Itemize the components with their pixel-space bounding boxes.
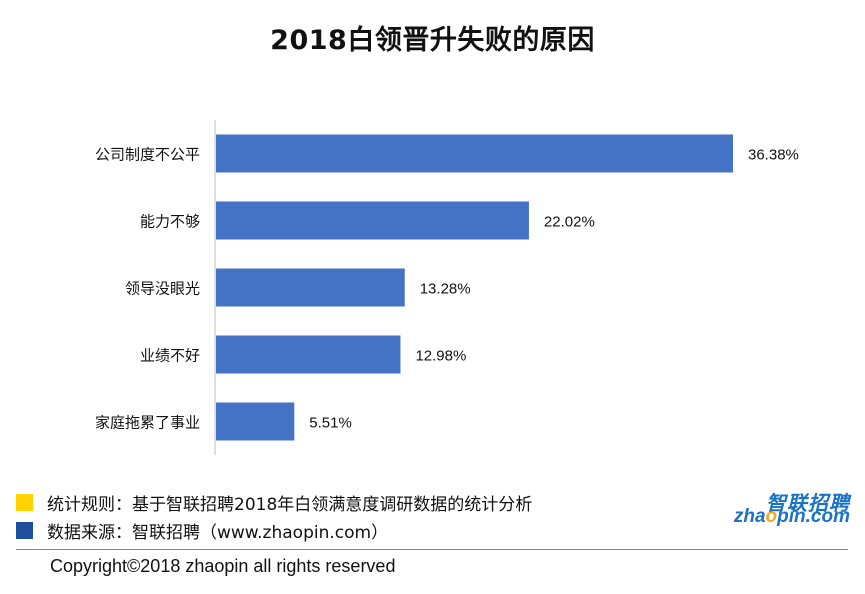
yellow-square-icon (16, 494, 33, 511)
bar (216, 402, 295, 441)
bar (216, 201, 529, 240)
value-label: 36.38% (748, 147, 799, 164)
chart-title: 2018白领晋升失败的原因 (270, 25, 595, 56)
logo-en-text: zhaopin.com (733, 506, 850, 527)
bar-chart: 公司制度不公平 36.38% 能力不够 22.02% 领导没眼光 13.28% 业绩不好 12… (95, 120, 799, 455)
value-label: 12.98% (415, 348, 466, 365)
bar (216, 134, 733, 173)
category-label: 家庭拖累了事业 (95, 414, 200, 432)
value-label: 13.28% (420, 281, 471, 298)
bar (216, 335, 401, 374)
category-label: 能力不够 (140, 213, 200, 231)
source-note: 数据来源：智联招聘（www.zhaopin.com） (16, 518, 388, 543)
rule-note: 统计规则：基于智联招聘2018年白领满意度调研数据的统计分析 (16, 490, 532, 515)
zhaopin-logo: 智联招聘 zhaopin.com (712, 487, 852, 532)
logo-cn-text: 智联招聘 (766, 491, 850, 515)
source-text: 数据来源：智联招聘（www.zhaopin.com） (47, 523, 389, 543)
category-label: 公司制度不公平 (95, 146, 200, 164)
category-label: 业绩不好 (140, 347, 200, 365)
blue-square-icon (16, 522, 33, 539)
value-label: 5.51% (309, 415, 352, 432)
bar (216, 268, 405, 307)
rule-text: 统计规则：基于智联招聘2018年白领满意度调研数据的统计分析 (47, 495, 533, 515)
value-label: 22.02% (544, 214, 595, 231)
category-label: 领导没眼光 (125, 280, 200, 298)
copyright-text: Copyright©2018 zhaopin all rights reserv… (50, 556, 396, 576)
footer-divider (16, 549, 848, 550)
